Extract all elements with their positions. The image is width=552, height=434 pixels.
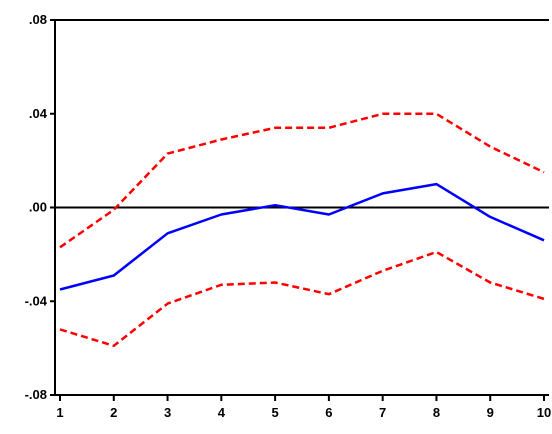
x-tick-label: 3: [164, 405, 171, 420]
y-tick-label: -.04: [25, 293, 48, 308]
lower-band-line: [59, 250, 545, 348]
y-tick-label: .00: [29, 200, 47, 215]
x-tick-label: 9: [487, 405, 494, 420]
x-tick-label: 4: [218, 405, 226, 420]
y-tick-label: .04: [29, 106, 48, 121]
upper-band-line: [59, 112, 545, 249]
x-tick-label: 8: [433, 405, 440, 420]
x-tick-label: 10: [537, 405, 551, 420]
tick-layer: .08 .04 .00 -.04 -.08 1 2 3 4 5 6 7 8 9 10: [25, 12, 552, 420]
response-line: [59, 182, 545, 291]
y-tick-label: .08: [29, 12, 47, 27]
x-tick-label: 2: [110, 405, 117, 420]
x-tick-label: 7: [379, 405, 386, 420]
x-tick-label: 5: [271, 405, 278, 420]
x-tick-label: 1: [56, 405, 63, 420]
x-tick-label: 6: [325, 405, 332, 420]
y-tick-label: -.08: [25, 387, 47, 402]
series-layer: [59, 112, 545, 348]
